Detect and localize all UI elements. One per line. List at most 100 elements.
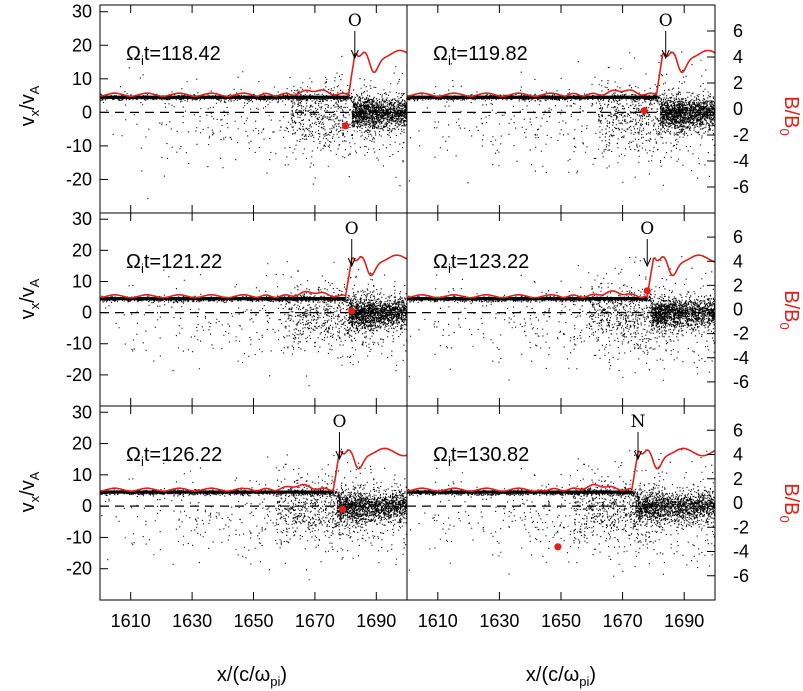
y-axis-label-right-2: B/B0: [777, 290, 802, 329]
y-tick-label-right: -2: [733, 324, 749, 344]
time-label: Ωit=126.22: [126, 444, 222, 469]
shock-marker-letter: O: [345, 219, 359, 239]
x-tick-label: 1650: [233, 611, 273, 631]
x-tick-label: 1630: [479, 611, 519, 631]
panel-2: Ωit=119.82 O: [406, 4, 716, 214]
panel-1: Ωit=118.42 O: [99, 4, 408, 214]
y-tick-label-right: -6: [733, 372, 749, 392]
y-tick-label-left: 0: [82, 102, 92, 122]
x-tick-label: 1670: [603, 611, 643, 631]
y-axis-label-left-3: vx/vA: [17, 471, 42, 512]
y-tick-label-right: -2: [733, 125, 749, 145]
y-tick-label-right: 2: [733, 469, 743, 489]
time-label: Ωit=119.82: [433, 43, 528, 68]
y-tick-label-left: 10: [72, 271, 92, 291]
y-label-v: v: [17, 116, 39, 126]
y-tick-label-right: 0: [733, 300, 743, 320]
x-tick-label: 1610: [111, 611, 151, 631]
y-label-sub-a: A: [27, 85, 42, 94]
time-value: t=126.22: [144, 444, 222, 466]
shock-marker-letter: O: [348, 11, 362, 31]
particle-scatter: [100, 448, 407, 581]
shock-marker-letter: O: [659, 11, 673, 31]
shock-marker-arrowhead: [347, 257, 356, 268]
time-value: t=121.22: [144, 251, 222, 273]
shock-marker-letter: O: [332, 412, 346, 432]
y-tick-label-left: -20: [66, 559, 92, 579]
y-tick-label-left: 30: [72, 402, 92, 422]
x-axis-label-left: x/(c/ωpi): [217, 664, 287, 689]
time-sub: i: [141, 53, 144, 68]
y-tick-label-right: -2: [733, 517, 749, 537]
tracked-particle-marker: [338, 505, 347, 513]
y-tick-label-right: 6: [733, 21, 743, 41]
panels-layer: Ωit=118.42OΩit=119.82OΩit=121.22OΩit=123…: [99, 4, 716, 601]
shock-marker-letter: O: [640, 219, 654, 239]
magnetic-field-line: [100, 254, 407, 299]
time-value: t=119.82: [451, 43, 528, 65]
shock-marker-arrowhead: [643, 257, 652, 268]
panel-6: Ωit=130.82 N: [406, 405, 716, 601]
y-tick-label-left: -20: [66, 365, 92, 385]
time-omega: Ω: [433, 251, 448, 273]
panel-plot-area: [407, 447, 715, 577]
time-value: t=123.22: [451, 251, 529, 273]
x-tick-label: 1670: [295, 611, 335, 631]
time-omega: Ω: [126, 251, 141, 273]
y-tick-label-right: 4: [733, 47, 743, 67]
y-tick-label-right: 0: [733, 99, 743, 119]
y-tick-label-right: -4: [733, 542, 749, 562]
y-tick-label-right: -4: [733, 151, 749, 171]
tracked-particle-marker: [643, 287, 651, 295]
panel-plot-area: [100, 254, 407, 387]
time-value: t=118.42: [144, 43, 221, 65]
time-sub: i: [448, 53, 451, 68]
y-tick-label-right: 0: [733, 493, 743, 513]
time-omega: Ω: [433, 43, 448, 65]
y-axis-label-right-3: B/B0: [777, 483, 802, 522]
y-tick-label-left: 20: [72, 240, 92, 260]
time-sub: i: [141, 261, 144, 276]
y-tick-label-right: 4: [733, 251, 743, 271]
y-tick-label-left: 20: [72, 35, 92, 55]
shock-marker-arrowhead: [335, 450, 344, 461]
y-tick-label-right: -4: [733, 348, 749, 368]
time-value: t=130.82: [451, 444, 529, 466]
time-sub: i: [448, 454, 451, 469]
shock-marker-arrowhead: [350, 49, 359, 60]
y-tick-label-right: 6: [733, 227, 743, 247]
y-tick-label-left: 30: [72, 2, 92, 22]
panel-4: Ωit=123.22 O: [406, 212, 716, 407]
y-axis-label-left-2: vx/vA: [17, 278, 42, 319]
particle-scatter: [100, 55, 407, 200]
time-omega: Ω: [126, 444, 141, 466]
y-tick-label-left: -10: [66, 136, 92, 156]
y-tick-label-left: -10: [66, 527, 92, 547]
tracked-particle-marker: [342, 122, 350, 130]
panel-3: Ωit=121.22 O: [99, 212, 408, 407]
y-tick-label-left: 0: [82, 496, 92, 516]
particle-scatter: [100, 256, 407, 387]
x-tick-label: 1650: [541, 611, 581, 631]
y-tick-label-left: -10: [66, 334, 92, 354]
magnetic-field-line: [407, 254, 715, 299]
y-tick-label-left: 0: [82, 303, 92, 323]
shock-marker-arrowhead: [661, 49, 670, 60]
magnetic-field-line: [100, 49, 407, 98]
y-label-mid: /v: [17, 94, 39, 110]
x-axis-label-right: x/(c/ωpi): [526, 664, 596, 689]
y-tick-label-right: 6: [733, 420, 743, 440]
particle-scatter: [407, 51, 715, 186]
x-tick-label: 1690: [664, 611, 704, 631]
particle-scatter: [407, 256, 715, 381]
y-tick-label-right: 2: [733, 275, 743, 295]
tracked-particle-marker: [554, 543, 562, 551]
tracked-particle-marker: [348, 307, 356, 315]
y-tick-label-right: -6: [733, 566, 749, 586]
time-omega: Ω: [126, 43, 141, 65]
time-label: Ωit=123.22: [433, 251, 529, 276]
y-label-sub-x: x: [27, 109, 42, 116]
tracked-particle-marker: [640, 107, 648, 115]
time-label: Ωit=130.82: [433, 444, 529, 469]
panel-plot-area: [407, 254, 715, 381]
